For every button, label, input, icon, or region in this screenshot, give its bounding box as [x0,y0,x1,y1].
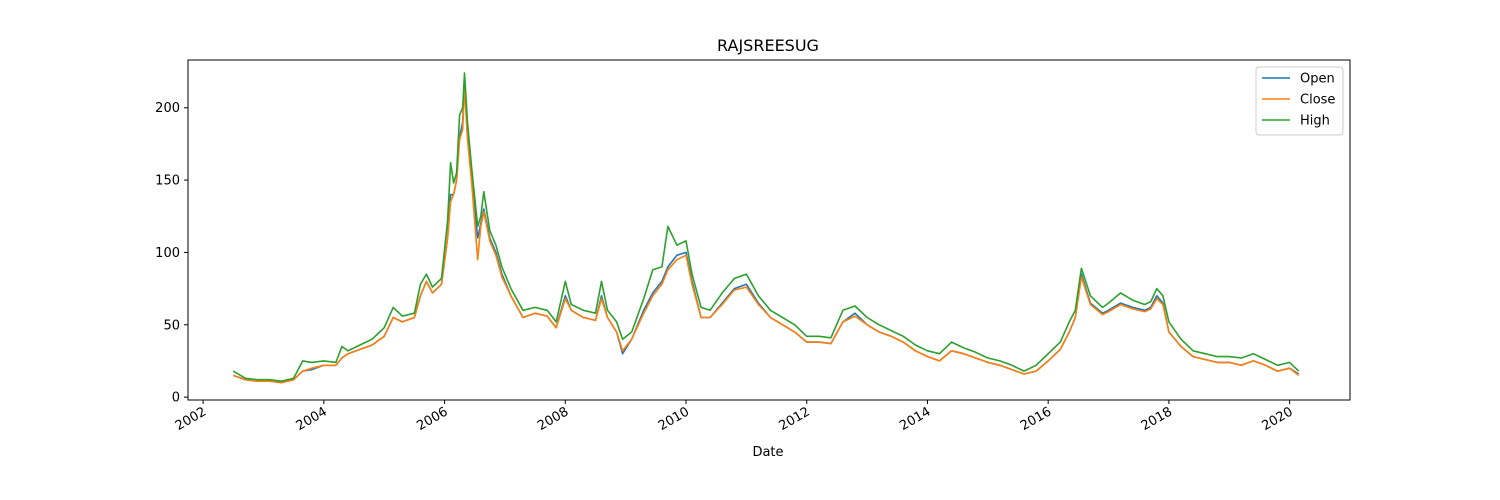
plot-area-frame [187,59,1351,401]
legend-label-close: Close [1300,93,1335,108]
chart-title: RAJSREESUG [717,36,819,55]
legend-box [1255,66,1344,136]
legend: Open Close High [1255,66,1344,136]
series-line-close [233,85,1300,384]
x-axis-label: Date [752,445,783,460]
y-axis: 0 50 100 150 200 [155,101,188,406]
legend-label-open: Open [1300,72,1335,87]
legend-label-high: High [1300,114,1330,129]
y-tick-label: 0 [172,391,180,406]
y-tick-label: 200 [155,101,180,116]
y-tick-label: 50 [163,318,180,333]
plot-series [232,72,1300,384]
y-tick-label: 100 [155,246,180,261]
series-line-high [232,72,1300,382]
y-tick-label: 150 [155,174,180,189]
